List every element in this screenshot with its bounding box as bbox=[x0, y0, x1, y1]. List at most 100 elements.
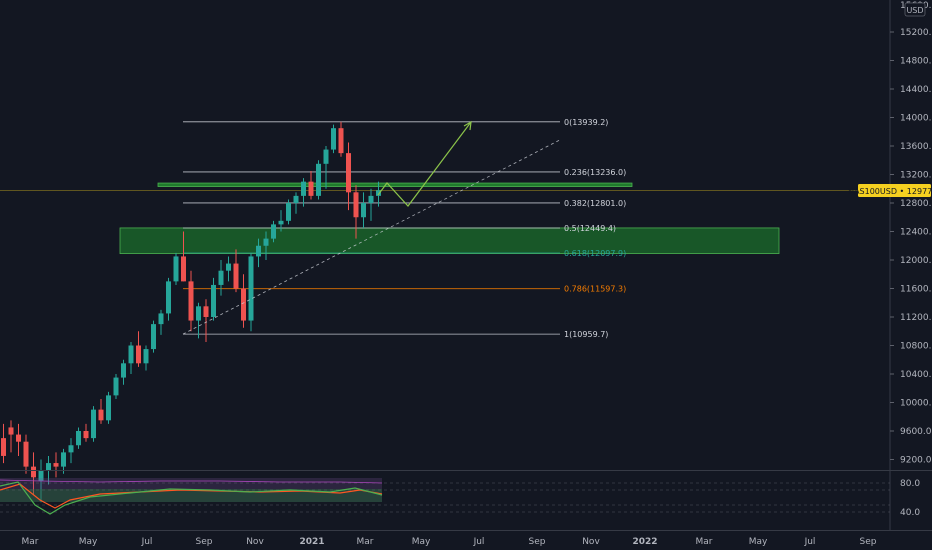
last-price-tag-box bbox=[858, 184, 931, 197]
fib-label: 0.5(12449.4) bbox=[564, 224, 616, 233]
candle-body bbox=[323, 149, 329, 164]
last-price-tag: NAS100USD • 12977.6 bbox=[848, 184, 932, 197]
price-tick-label: 13600.0 bbox=[900, 142, 932, 152]
time-tick-label: Sep bbox=[196, 537, 213, 547]
candle-body bbox=[376, 190, 381, 196]
candle-body bbox=[143, 349, 149, 364]
time-axis[interactable]: Mar May Jul Sep Nov 2021 Mar May Jul Sep Nov 2022 Ma… bbox=[22, 537, 877, 547]
candle-body bbox=[338, 128, 344, 154]
price-tick-label: 14000.0 bbox=[900, 114, 932, 124]
price-tick-label: 10000.0 bbox=[900, 399, 932, 409]
fib-label: 0.618(12097.9) bbox=[564, 249, 626, 258]
candle-body bbox=[218, 270, 224, 285]
candle-body bbox=[91, 409, 96, 439]
time-tick-label: Nov bbox=[246, 537, 264, 547]
candle-body bbox=[241, 288, 246, 321]
osc-tick-label: 40.0 bbox=[900, 508, 920, 518]
candle-body bbox=[151, 324, 156, 350]
time-tick-label: 2021 bbox=[299, 537, 324, 547]
fib-label: 0.786(11597.3) bbox=[564, 285, 626, 294]
time-tick-label: Jul bbox=[141, 537, 153, 547]
candle-body bbox=[68, 445, 74, 453]
price-axis[interactable]: 15200.0 14800.0 14400.0 14000.0 13600.0 13200… bbox=[890, 1, 932, 518]
candle-body bbox=[368, 195, 374, 203]
price-tick-label: 14800.0 bbox=[900, 57, 932, 67]
candle-body bbox=[76, 431, 81, 446]
candle-body bbox=[128, 345, 134, 364]
time-tick-label: Mar bbox=[22, 537, 39, 547]
candle-body bbox=[98, 409, 104, 421]
candle-body bbox=[158, 313, 164, 325]
price-tick-label: 14400.0 bbox=[900, 85, 932, 95]
candle-body bbox=[248, 256, 254, 321]
resistance-band bbox=[157, 182, 633, 187]
candle-body bbox=[113, 377, 119, 396]
price-tick-label: 10800.0 bbox=[900, 342, 932, 352]
candle-body bbox=[166, 281, 171, 314]
projection-path bbox=[377, 121, 472, 207]
candle-body bbox=[38, 470, 44, 481]
last-price-label: NAS100USD • 12977.6 bbox=[848, 187, 932, 196]
candle-body bbox=[233, 263, 239, 289]
currency-label: USD bbox=[906, 6, 923, 15]
candle-body bbox=[308, 181, 314, 196]
drawings-layer bbox=[182, 120, 561, 335]
fib-label: 0.382(12801.0) bbox=[564, 199, 626, 208]
candle-body bbox=[346, 153, 351, 193]
price-tick-label: 9200.0 bbox=[900, 456, 932, 466]
time-tick-label: Mar bbox=[696, 537, 713, 547]
price-tick-label: 11600.0 bbox=[900, 285, 932, 295]
time-tick-label: Sep bbox=[529, 537, 546, 547]
candle-body bbox=[83, 431, 89, 439]
candle-body bbox=[263, 238, 269, 246]
candle-body bbox=[271, 224, 276, 239]
osc-band-lower bbox=[0, 489, 382, 502]
time-tick-label: Jul bbox=[473, 537, 485, 547]
price-tick-label: 12400.0 bbox=[900, 228, 932, 238]
price-tick-label: 12000.0 bbox=[900, 256, 932, 266]
price-tick-label: 12800.0 bbox=[900, 199, 932, 209]
candle-body bbox=[196, 306, 201, 321]
candle-body bbox=[31, 466, 36, 478]
price-tick-label: 15200.0 bbox=[900, 28, 932, 38]
candle-body bbox=[23, 441, 29, 467]
candle-body bbox=[46, 463, 51, 471]
candle-body bbox=[181, 256, 186, 282]
candle-body bbox=[361, 203, 366, 218]
currency-badge-box bbox=[904, 2, 926, 17]
time-tick-label: May bbox=[79, 537, 98, 547]
currency-badge[interactable]: USD bbox=[904, 2, 926, 17]
candle-body bbox=[136, 345, 141, 364]
candle-body bbox=[353, 192, 359, 218]
candle-body bbox=[16, 434, 21, 442]
osc-signal-line bbox=[0, 483, 383, 509]
candle-body bbox=[121, 363, 126, 378]
price-tick-label: 10400.0 bbox=[900, 370, 932, 380]
osc-main-line bbox=[0, 481, 383, 515]
time-tick-label: May bbox=[749, 537, 768, 547]
time-tick-label: Sep bbox=[860, 537, 877, 547]
candle-body bbox=[61, 452, 66, 467]
candle-body bbox=[211, 284, 216, 317]
candles-layer bbox=[1, 121, 381, 503]
fib-label: 0(13939.2) bbox=[564, 118, 608, 127]
candle-body bbox=[301, 181, 306, 196]
candle-body bbox=[188, 281, 194, 321]
projection-arrowhead bbox=[463, 120, 472, 131]
demand-zone bbox=[119, 227, 780, 254]
time-tick-label: Nov bbox=[582, 537, 600, 547]
candle-body bbox=[53, 463, 59, 467]
zones-layer bbox=[119, 182, 780, 254]
candle-body bbox=[173, 256, 179, 282]
candle-body bbox=[278, 220, 284, 225]
candle-body bbox=[331, 128, 336, 150]
time-tick-label: Mar bbox=[357, 537, 374, 547]
candle-body bbox=[256, 245, 261, 257]
candle-body bbox=[203, 306, 209, 317]
candle-body bbox=[226, 263, 231, 271]
fib-label: 0.236(13236.0) bbox=[564, 168, 626, 177]
candle-body bbox=[106, 395, 111, 421]
price-tick-label: 11200.0 bbox=[900, 313, 932, 323]
